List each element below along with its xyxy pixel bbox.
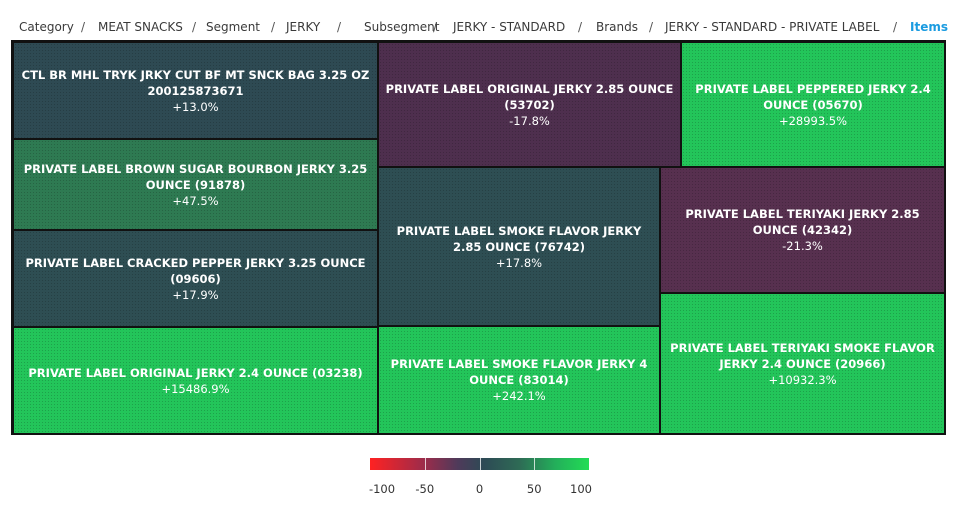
tile-change-value: +28993.5% <box>778 113 848 128</box>
treemap-tile[interactable]: PRIVATE LABEL SMOKE FLAVOR JERKY 2.85 OU… <box>377 166 661 327</box>
tile-change-value: -17.8% <box>509 113 550 128</box>
legend-tick-label: -100 <box>368 482 396 496</box>
legend-tick-label: 0 <box>475 482 484 496</box>
breadcrumb-item-category[interactable]: Category <box>19 20 74 34</box>
breadcrumb-separator: / <box>433 20 438 34</box>
treemap-tile[interactable]: PRIVATE LABEL SMOKE FLAVOR JERKY 4 OUNCE… <box>377 325 661 435</box>
tile-change-value: +17.8% <box>495 255 543 270</box>
legend-tick-mark <box>479 458 481 470</box>
breadcrumb-item-jerky[interactable]: JERKY <box>286 20 321 34</box>
breadcrumb-item-jerky-standard-private-label[interactable]: JERKY - STANDARD - PRIVATE LABEL <box>665 20 880 34</box>
tile-label: PRIVATE LABEL TERIYAKI SMOKE FLAVOR JERK… <box>670 340 935 371</box>
treemap-tile[interactable]: PRIVATE LABEL TERIYAKI JERKY 2.85 OUNCE … <box>659 166 946 294</box>
breadcrumb-separator: / <box>337 20 342 34</box>
treemap: CTL BR MHL TRYK JRKY CUT BF MT SNCK BAG … <box>11 40 946 435</box>
tile-label: PRIVATE LABEL BROWN SUGAR BOURBON JERKY … <box>23 161 368 192</box>
legend-tick-mark <box>424 458 426 470</box>
tile-change-value: +47.5% <box>172 193 219 208</box>
breadcrumb-separator: / <box>649 20 654 34</box>
tile-change-value: -21.3% <box>782 239 823 253</box>
breadcrumb-item-subsegment[interactable]: Subsegment <box>364 20 440 34</box>
treemap-tile[interactable]: PRIVATE LABEL ORIGINAL JERKY 2.4 OUNCE (… <box>12 326 379 435</box>
tile-label: PRIVATE LABEL TERIYAKI JERKY 2.85 OUNCE … <box>685 207 920 237</box>
tile-label: PRIVATE LABEL ORIGINAL JERKY 2.85 OUNCE … <box>385 81 674 112</box>
tile-change-value: +17.9% <box>172 287 219 302</box>
color-legend: -100 -50 0 50 100 <box>368 458 592 498</box>
tile-label: CTL BR MHL TRYK JRKY CUT BF MT SNCK BAG … <box>21 67 370 98</box>
breadcrumb-item-items[interactable]: Items <box>910 20 948 34</box>
tile-label: PRIVATE LABEL SMOKE FLAVOR JERKY 4 OUNCE… <box>390 357 648 387</box>
breadcrumb-item-meat-snacks[interactable]: MEAT SNACKS <box>98 20 183 34</box>
tile-change-value: +15486.9% <box>161 381 230 396</box>
treemap-tile[interactable]: PRIVATE LABEL CRACKED PEPPER JERKY 3.25 … <box>12 229 379 328</box>
treemap-tile[interactable]: PRIVATE LABEL PEPPERED JERKY 2.4 OUNCE (… <box>680 41 946 168</box>
tile-label: PRIVATE LABEL SMOKE FLAVOR JERKY 2.85 OU… <box>396 223 642 254</box>
breadcrumb-item-brands[interactable]: Brands <box>596 20 638 34</box>
breadcrumb-separator: / <box>271 20 276 34</box>
legend-tick-label: 100 <box>570 482 592 496</box>
tile-change-value: +10932.3% <box>768 372 837 387</box>
treemap-tile[interactable]: PRIVATE LABEL BROWN SUGAR BOURBON JERKY … <box>12 138 379 231</box>
tile-label: PRIVATE LABEL ORIGINAL JERKY 2.4 OUNCE (… <box>28 365 363 380</box>
tile-change-value: +242.1% <box>492 389 546 403</box>
treemap-tile[interactable]: CTL BR MHL TRYK JRKY CUT BF MT SNCK BAG … <box>12 41 379 140</box>
breadcrumb-item-segment[interactable]: Segment <box>206 20 260 34</box>
tile-change-value: +13.0% <box>172 99 219 114</box>
breadcrumb-separator: / <box>578 20 583 34</box>
breadcrumb-separator: / <box>192 20 197 34</box>
tile-label: PRIVATE LABEL CRACKED PEPPER JERKY 3.25 … <box>25 255 366 286</box>
treemap-tile[interactable]: PRIVATE LABEL TERIYAKI SMOKE FLAVOR JERK… <box>659 292 946 435</box>
legend-tick-label: -50 <box>415 482 435 496</box>
breadcrumb-item-jerky-standard[interactable]: JERKY - STANDARD <box>453 20 566 34</box>
treemap-tile[interactable]: PRIVATE LABEL ORIGINAL JERKY 2.85 OUNCE … <box>377 41 682 168</box>
breadcrumb-separator: / <box>893 20 898 34</box>
legend-tick-label: 50 <box>526 482 542 496</box>
breadcrumb: Category / MEAT SNACKS / Segment / JERKY / Subse… <box>0 18 958 38</box>
breadcrumb-separator: / <box>81 20 86 34</box>
tile-label: PRIVATE LABEL PEPPERED JERKY 2.4 OUNCE (… <box>695 81 931 112</box>
legend-tick-mark <box>534 458 536 470</box>
